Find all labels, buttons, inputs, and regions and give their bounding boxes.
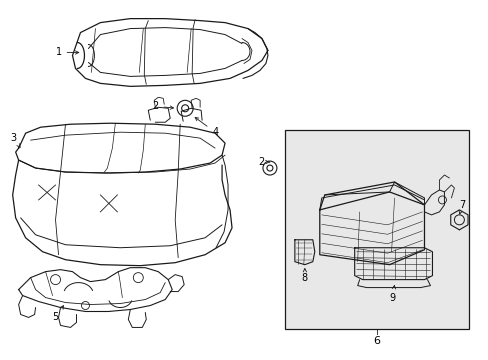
Text: 1: 1: [56, 48, 79, 58]
Text: 9: 9: [389, 285, 395, 302]
Text: 6: 6: [372, 336, 379, 346]
Text: 3: 3: [11, 133, 20, 147]
Text: 8: 8: [301, 269, 307, 283]
Text: 2: 2: [152, 101, 173, 111]
Text: 4: 4: [195, 117, 218, 137]
Bar: [285, 130, 468, 329]
Text: 5: 5: [52, 306, 63, 323]
Text: 2: 2: [258, 157, 269, 167]
Text: 7: 7: [458, 200, 465, 214]
